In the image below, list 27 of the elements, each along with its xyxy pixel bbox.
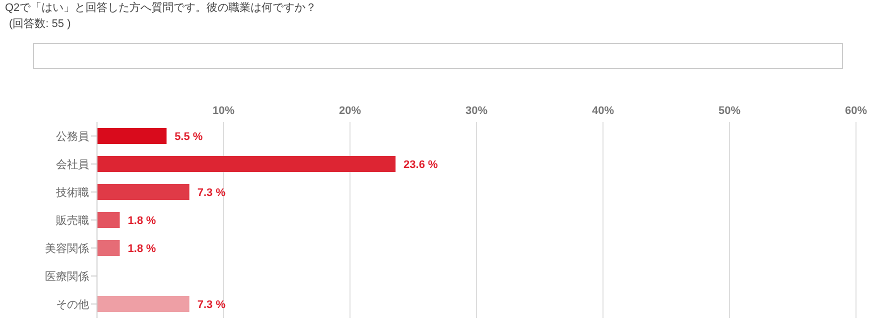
bar	[97, 212, 120, 228]
bar	[97, 128, 167, 144]
y-tick-label: 技術職	[55, 186, 89, 199]
x-tick-label: 40%	[592, 105, 614, 117]
chart-title: Q2で「はい」と回答した方へ質問です。彼の職業は何ですか？	[5, 0, 317, 15]
x-tick-label: 60%	[844, 105, 868, 117]
y-tick-label: その他	[56, 298, 89, 311]
bar	[97, 240, 120, 256]
bar	[97, 184, 190, 200]
data-label: 7.3 %	[197, 299, 226, 311]
data-label: 5.5 %	[174, 131, 203, 143]
bar	[97, 296, 190, 312]
x-tick-label: 20%	[338, 105, 362, 117]
y-tick-label: 医療関係	[45, 270, 89, 283]
x-tick-label: 10%	[212, 105, 235, 117]
data-label: 23.6 %	[404, 159, 438, 171]
y-tick-label: 販売職	[56, 214, 89, 227]
y-tick-label: 公務員	[56, 130, 89, 143]
data-label: 7.3 %	[197, 187, 226, 199]
bar	[97, 156, 396, 172]
data-label: 1.8 %	[128, 215, 156, 227]
y-tick-label: 美容関係	[45, 242, 89, 255]
x-tick-label: 50%	[718, 105, 741, 117]
data-label: 1.8 %	[128, 243, 156, 255]
y-tick-label: 会社員	[56, 158, 89, 171]
chart-subtitle: (回答数: 55 )	[9, 17, 71, 31]
x-tick-label: 30%	[465, 105, 488, 117]
